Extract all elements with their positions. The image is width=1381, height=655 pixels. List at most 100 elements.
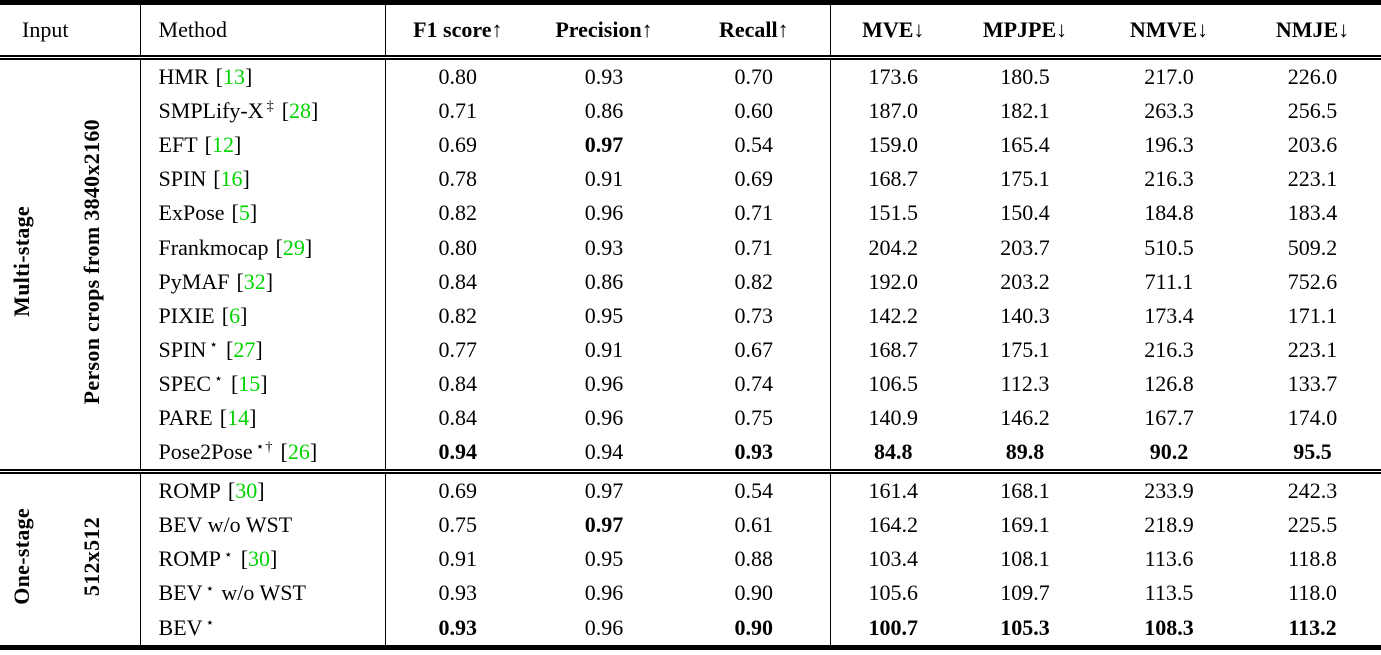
value-cell: 89.8 xyxy=(1005,439,1045,465)
method-cell: PyMAF [32] xyxy=(140,264,386,299)
method-cell: Pose2Pose ⋆† [26] xyxy=(140,435,386,472)
citation-number: 30 xyxy=(248,546,271,572)
citation-link[interactable]: [29] xyxy=(275,235,312,260)
table-row: SPEC ⋆ [15] 0.84 0.96 0.74 106.5 112.3 126.8 133.… xyxy=(0,366,1381,401)
value-cell: 0.93 xyxy=(678,435,831,472)
value-cell: 113.6 xyxy=(1144,546,1194,572)
column-header-input: Input xyxy=(0,2,141,58)
citation-link[interactable]: [14] xyxy=(220,405,257,430)
value-cell: 0.75 xyxy=(438,512,478,538)
table-row: EFT [12] 0.69 0.97 0.54 159.0 165.4 196.3 203.6 xyxy=(0,128,1381,163)
citation-close-bracket: ] xyxy=(255,336,263,362)
citation-number: 13 xyxy=(222,64,245,90)
value-cell: 0.80 xyxy=(438,234,478,260)
citation-close-bracket: ] xyxy=(270,546,278,572)
value-cell: 203.6 xyxy=(1287,132,1338,158)
method-name: BEV xyxy=(158,580,203,606)
value-cell: 167.7 xyxy=(1144,404,1194,430)
citation-link[interactable]: [16] xyxy=(213,166,250,191)
value-cell: 233.9 xyxy=(1144,478,1194,504)
citation-link[interactable]: [28] xyxy=(282,98,319,123)
table-row: PyMAF [32] 0.84 0.86 0.82 192.0 203.2 711.1 752.… xyxy=(0,264,1381,299)
method-name: PIXIE xyxy=(158,302,215,328)
citation-close-bracket: ] xyxy=(240,302,248,328)
value-cell: 109.7 xyxy=(1000,580,1050,606)
citation-close-bracket: ] xyxy=(244,64,253,90)
value-cell: 108.1 xyxy=(1000,546,1050,572)
citation-link[interactable]: [6] xyxy=(222,303,248,328)
value-cell: 187.0 xyxy=(868,98,919,124)
citation-open-bracket: [ xyxy=(219,404,228,430)
column-header-recall: Recall↑ xyxy=(678,2,831,58)
value-cell: 0.60 xyxy=(678,94,831,129)
value-cell: 140.9 xyxy=(868,404,919,430)
method-name: ROMP xyxy=(158,478,221,504)
citation-close-bracket: ] xyxy=(265,268,274,294)
value-cell: 0.90 xyxy=(678,576,831,611)
citation-close-bracket: ] xyxy=(309,439,318,465)
value-cell: 223.1 xyxy=(1287,166,1338,192)
value-cell: 0.95 xyxy=(584,546,624,572)
value-cell: 0.86 xyxy=(584,98,624,124)
table-row: ExPose [5] 0.82 0.96 0.71 151.5 150.4 184.8 183.… xyxy=(0,196,1381,231)
method-superscript-mark: ⋆† xyxy=(255,439,274,456)
citation-link[interactable]: [13] xyxy=(216,64,253,89)
citation-link[interactable]: [27] xyxy=(226,337,263,362)
value-cell: 0.95 xyxy=(584,302,624,328)
value-cell: 168.7 xyxy=(868,166,919,192)
method-cell: PARE [14] xyxy=(140,400,386,436)
citation-link[interactable]: [30] xyxy=(241,546,278,571)
value-cell: 173.4 xyxy=(1144,302,1194,328)
table-row: Frankmocap [29] 0.80 0.93 0.71 204.2 203.7 510.… xyxy=(0,230,1381,265)
citation-link[interactable]: [26] xyxy=(281,439,318,464)
citation-open-bracket: [ xyxy=(231,200,239,226)
value-cell: 0.75 xyxy=(678,400,831,436)
method-cell: SPIN [16] xyxy=(140,162,386,197)
citation-number: 15 xyxy=(238,370,261,396)
value-cell: 0.96 xyxy=(584,404,624,430)
method-superscript-mark: ⋆ xyxy=(223,546,234,563)
method-cell: ExPose [5] xyxy=(140,196,386,231)
value-cell: 0.90 xyxy=(678,610,831,648)
value-cell: 0.69 xyxy=(438,132,478,158)
method-name: BEV xyxy=(158,614,203,640)
table-row: SMPLify-X ‡ [28] 0.71 0.86 0.60 187.0 182.1 263.… xyxy=(0,94,1381,129)
value-cell: 180.5 xyxy=(1000,64,1050,90)
method-name: Frankmocap xyxy=(158,234,269,260)
value-cell: 103.4 xyxy=(868,546,919,572)
value-cell: 196.3 xyxy=(1144,132,1194,158)
column-header-nmve: NMVE↓ xyxy=(1129,17,1209,42)
table-row: ROMP ⋆ [30] 0.91 0.95 0.88 103.4 108.1 113.6 118.… xyxy=(0,542,1381,577)
citation-open-bracket: [ xyxy=(227,478,236,504)
citation-link[interactable]: [32] xyxy=(236,269,273,294)
method-name: PyMAF xyxy=(158,268,230,294)
table-row: BEV ⋆ 0.93 0.96 0.90 100.7 105.3 108.3 113.2 xyxy=(0,610,1381,648)
value-cell: 112.3 xyxy=(1000,370,1050,396)
citation-link[interactable]: [15] xyxy=(231,371,268,396)
method-name: SPIN xyxy=(158,336,207,362)
table-row: Multi-stage Person crops from 3840x2160 HM… xyxy=(0,57,1381,472)
value-cell: 0.82 xyxy=(678,264,831,299)
value-cell: 0.54 xyxy=(678,128,831,163)
value-cell: 0.82 xyxy=(438,200,478,226)
method-cell: EFT [12] xyxy=(140,128,386,163)
citation-close-bracket: ] xyxy=(249,200,258,226)
citation-number: 32 xyxy=(243,268,266,294)
value-cell: 90.2 xyxy=(1149,439,1189,465)
citation-number: 14 xyxy=(227,404,250,430)
column-header-mve: MVE↓ xyxy=(862,17,925,42)
value-cell: 0.96 xyxy=(584,200,624,226)
method-cell: BEV ⋆ xyxy=(140,610,386,648)
column-header-f1-score: F1 score↑ xyxy=(413,17,503,42)
citation-link[interactable]: [5] xyxy=(232,200,258,225)
citation-link[interactable]: [30] xyxy=(228,478,265,503)
column-header-nmje: NMJE↓ xyxy=(1275,17,1350,42)
method-superscript-mark: ‡ xyxy=(266,98,275,115)
value-cell: 171.1 xyxy=(1287,302,1338,328)
value-cell: 203.2 xyxy=(1000,268,1050,294)
multi-stage-group: Multi-stage Person crops from 3840x2160 HM… xyxy=(0,57,1381,472)
value-cell: 0.86 xyxy=(584,268,624,294)
value-cell: 256.5 xyxy=(1287,98,1338,124)
citation-link[interactable]: [12] xyxy=(205,132,242,157)
